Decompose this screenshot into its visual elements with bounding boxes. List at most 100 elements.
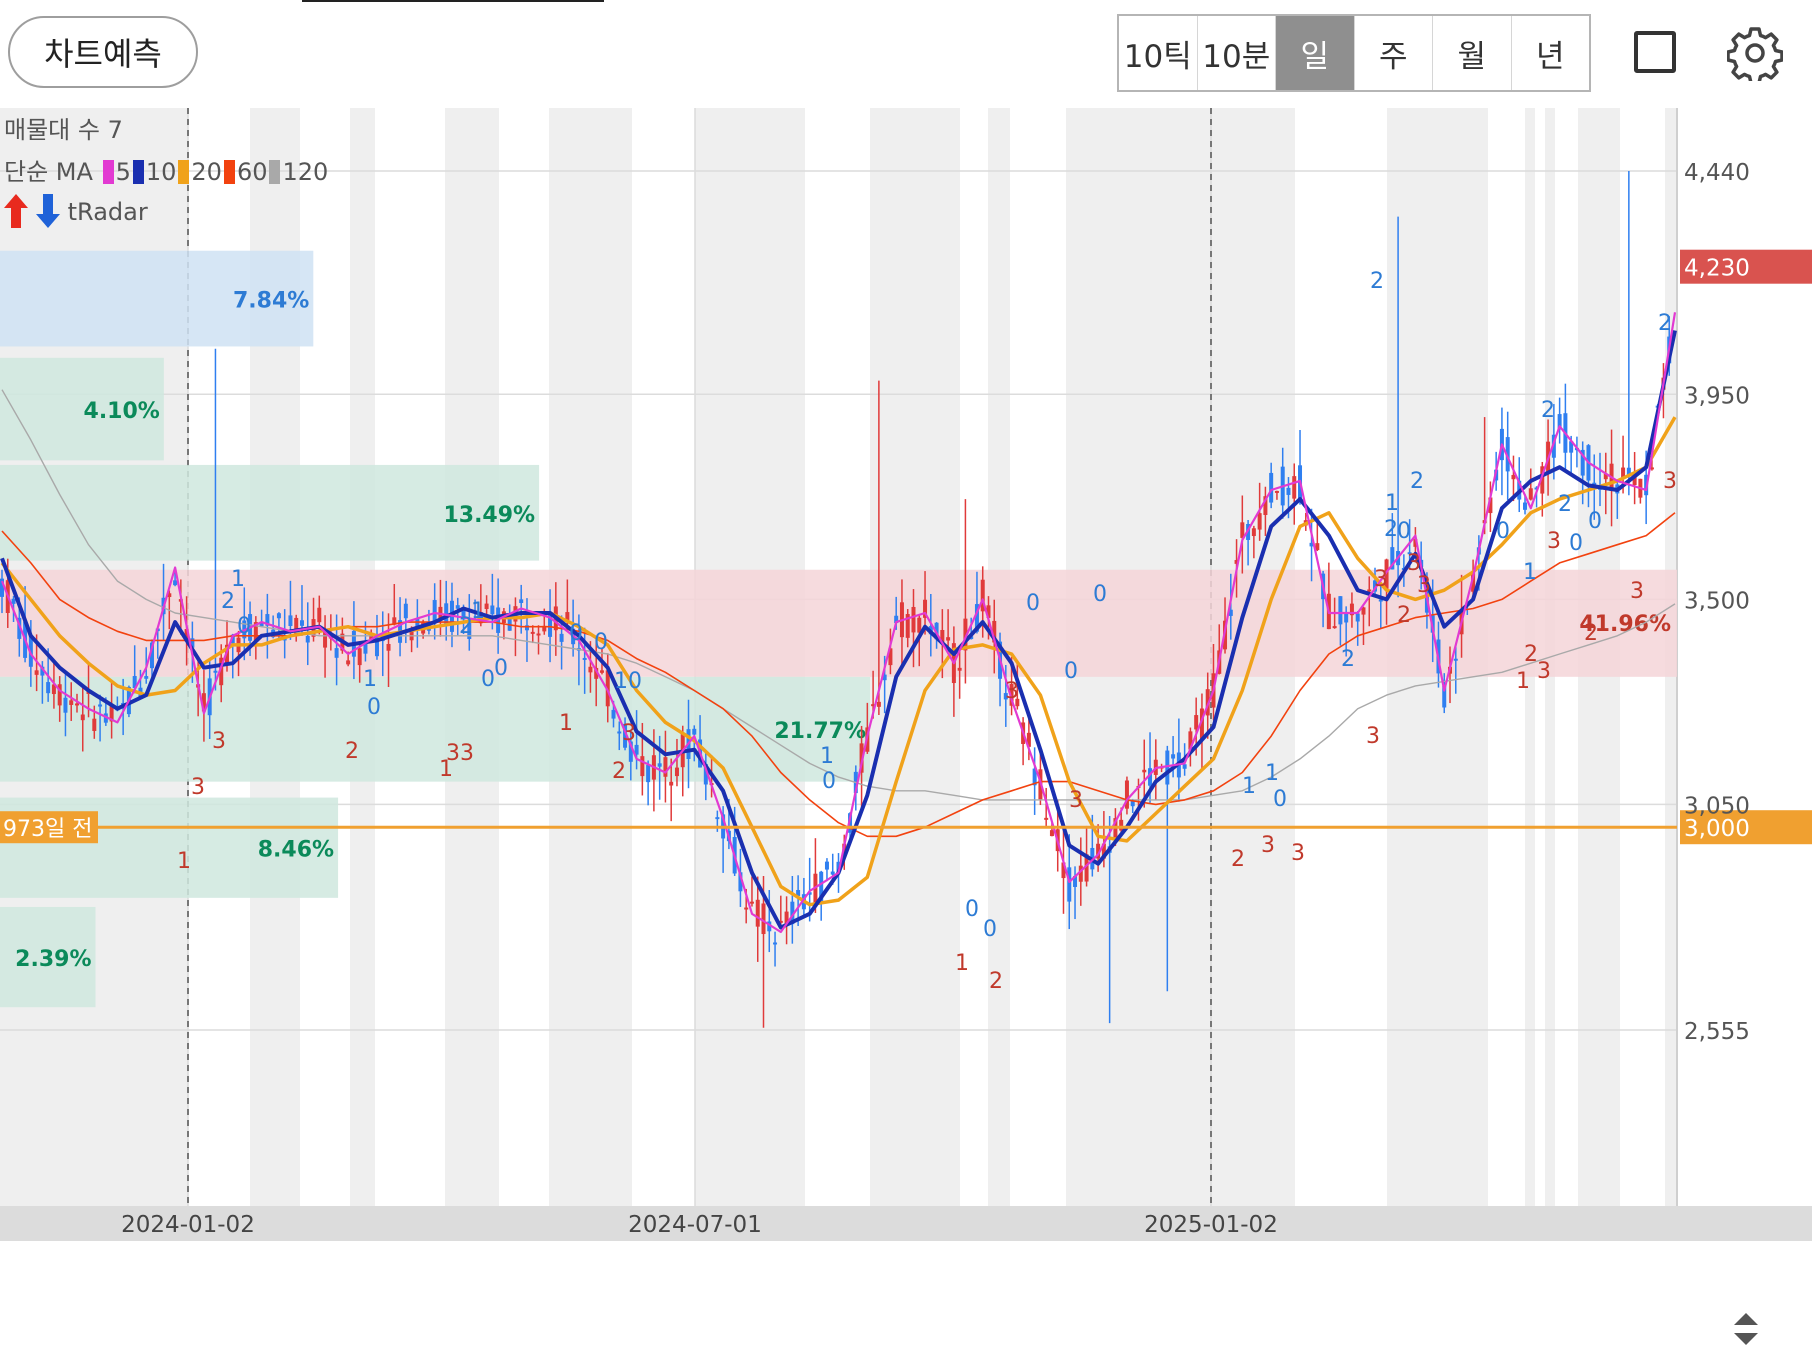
candle-body <box>1286 487 1291 495</box>
radar-marker: 2 <box>1231 847 1245 872</box>
candle-body <box>305 635 310 643</box>
candle-body <box>559 633 564 642</box>
candle-body <box>738 872 743 892</box>
candle-body <box>1540 466 1545 494</box>
radar-marker: 0 <box>1273 787 1287 812</box>
price-chart[interactable]: 41.96% 7.84% 4.10% 13.49% 21.77% 8.46% 2.39% 2… <box>0 108 1812 1345</box>
radar-marker: 2 <box>459 614 473 639</box>
ma-line-120 <box>1 389 1676 801</box>
candle-body <box>46 682 51 694</box>
ma-period-label: 5 <box>115 158 131 186</box>
candle-body <box>1130 801 1135 807</box>
candle-body <box>484 603 489 609</box>
ma-line-5 <box>0 312 1677 934</box>
resize-handle-icon[interactable] <box>1728 1311 1764 1347</box>
candle-body <box>894 615 899 624</box>
radar-marker: 2 <box>221 589 235 614</box>
ma-swatch <box>178 160 190 184</box>
radar-marker: 3 <box>1366 724 1380 749</box>
time-axis: 2024-01-02 2024-07-01 2025-01-02 <box>0 1206 1812 1241</box>
candle-body <box>219 657 224 686</box>
candle-body <box>755 899 760 927</box>
candle-body <box>1171 754 1176 759</box>
candle-body <box>1165 750 1170 785</box>
candlestick-chart[interactable]: 41.96%7.84%4.10%13.49%21.77%8.46%2.39% 2… <box>0 108 1812 1241</box>
radar-marker: 1 <box>363 667 377 692</box>
radar-marker: 0 <box>494 656 508 681</box>
candle-body <box>882 674 887 681</box>
candle-body <box>888 648 893 666</box>
candle-body <box>28 635 33 667</box>
radar-marker: 2 <box>1341 647 1355 672</box>
candle-body <box>599 670 604 673</box>
period-tab-week[interactable]: 주 <box>1355 16 1433 90</box>
candle-body <box>640 756 645 777</box>
square-icon[interactable] <box>1634 31 1676 73</box>
candle-body <box>582 657 587 660</box>
radar-marker: 3 <box>1417 573 1431 598</box>
ma-period-label: 120 <box>282 158 329 186</box>
candle-body <box>1003 693 1008 700</box>
candle-body <box>911 606 916 633</box>
candle-body <box>253 622 258 642</box>
radar-marker: 2 <box>989 969 1003 994</box>
candle-body <box>386 643 391 651</box>
candle-body <box>749 901 754 904</box>
radar-marker: 2 <box>1410 469 1424 494</box>
top-divider <box>302 0 604 2</box>
radar-marker: 3 <box>1261 833 1275 858</box>
radar-marker: 1 <box>1242 774 1256 799</box>
candle-body <box>790 901 795 925</box>
price-tick: 4,440 <box>1684 160 1750 186</box>
current-price-badge <box>1680 249 1812 284</box>
radar-marker: 0 <box>1397 519 1411 544</box>
price-tick: 3,950 <box>1684 383 1750 409</box>
candle-body <box>34 670 39 675</box>
period-tab-day[interactable]: 일 <box>1276 16 1355 90</box>
candle-body <box>374 637 379 657</box>
volume-profile-label: 4.10% <box>84 399 160 424</box>
time-axis-bg <box>0 1206 1812 1241</box>
candle-body <box>432 600 437 621</box>
candle-body <box>1528 488 1533 500</box>
top-toolbar: 차트예측 10틱 10분 일 주 월 년 <box>0 0 1812 108</box>
period-tab-year[interactable]: 년 <box>1535 38 1565 75</box>
radar-marker: 1 <box>1516 669 1530 694</box>
gear-icon[interactable] <box>1727 25 1783 81</box>
candle-body <box>778 920 783 923</box>
candle-body <box>605 670 610 707</box>
candle-body <box>524 625 529 631</box>
radar-marker: 3 <box>1537 659 1551 684</box>
period-tab-10min[interactable]: 10분 <box>1198 16 1276 90</box>
radar-marker: 0 <box>481 667 495 692</box>
candle-body <box>824 861 829 870</box>
candle-body <box>1263 496 1268 515</box>
radar-marker: 0 <box>594 630 608 655</box>
ma-period-label: 10 <box>145 158 177 186</box>
candle-body <box>1649 467 1654 470</box>
candle-body <box>1257 513 1262 530</box>
candle-body <box>1580 449 1585 476</box>
candle-body <box>1534 487 1539 490</box>
candle-body <box>109 704 114 722</box>
candle-body <box>761 903 766 935</box>
candle-body <box>1084 854 1089 882</box>
candle-body <box>1061 862 1066 879</box>
radar-marker: 3 <box>1630 579 1644 604</box>
candle-body <box>669 781 674 786</box>
volume-profile-bar <box>0 250 314 347</box>
candle-body <box>1269 472 1274 503</box>
candle-body <box>957 667 962 671</box>
radar-marker: 33 <box>446 741 474 766</box>
period-tab-10tick[interactable]: 10틱 <box>1119 16 1198 90</box>
candle-body <box>992 620 997 643</box>
period-tab-month[interactable]: 월 <box>1433 16 1512 90</box>
radar-legend: tRadar <box>4 192 148 230</box>
candle-body <box>1292 476 1297 499</box>
chart-predict-button[interactable]: 차트예측 <box>8 16 198 88</box>
reference-price-line: 973일 전 3,000 <box>0 810 1812 845</box>
candle-body <box>17 617 22 639</box>
volume-profile-label: 매물대 수 7 <box>4 116 123 144</box>
radar-marker: 0 <box>367 695 381 720</box>
